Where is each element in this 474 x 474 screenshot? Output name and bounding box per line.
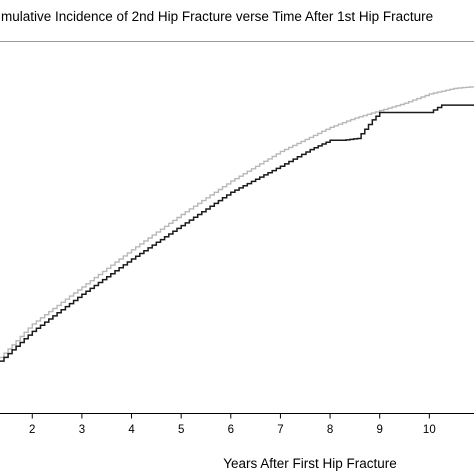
x-axis-ticks: 2 3 4 5 6 7 8 9 10 — [29, 413, 436, 436]
series-layer — [0, 86, 474, 362]
x-tick-label: 9 — [376, 424, 382, 436]
x-tick-label: 7 — [277, 424, 283, 436]
x-tick-label: 6 — [228, 424, 234, 436]
x-axis-label: Years After First Hip Fracture — [223, 456, 397, 471]
x-tick-label: 5 — [178, 424, 184, 436]
x-tick-label: 8 — [327, 424, 333, 436]
x-tick-label: 2 — [29, 424, 35, 436]
x-tick-label: 3 — [79, 424, 85, 436]
series-line-1 — [0, 86, 474, 359]
x-tick-label: 10 — [423, 424, 436, 436]
series-line-2 — [0, 104, 474, 362]
x-tick-label: 4 — [128, 424, 135, 436]
chart-title: mulative Incidence of 2nd Hip Fracture v… — [1, 9, 433, 24]
